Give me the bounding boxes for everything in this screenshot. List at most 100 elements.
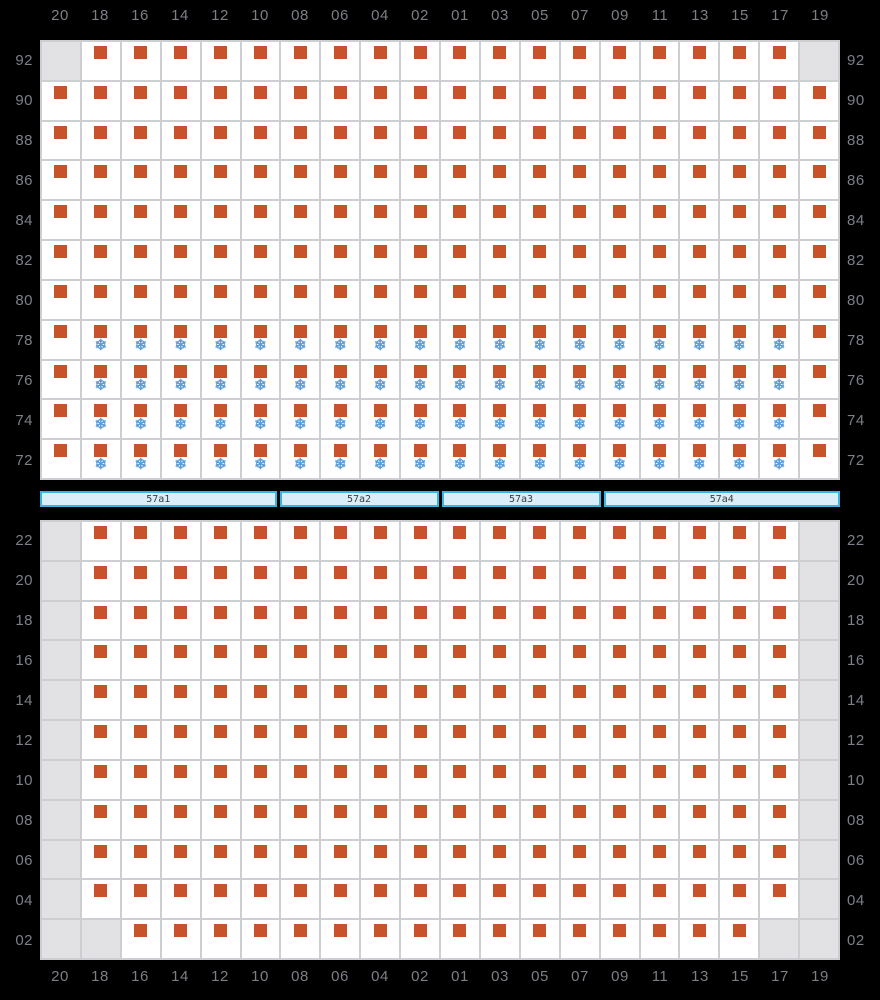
slot-cell[interactable]: ❄ bbox=[321, 440, 360, 478]
slot-cell[interactable] bbox=[441, 760, 479, 799]
slot-cell[interactable] bbox=[321, 800, 360, 839]
slot-cell[interactable] bbox=[680, 641, 719, 680]
slot-cell[interactable] bbox=[201, 681, 240, 720]
slot-cell[interactable] bbox=[361, 201, 400, 240]
slot-cell[interactable] bbox=[600, 800, 639, 839]
slot-cell[interactable] bbox=[401, 201, 439, 240]
slot-cell[interactable] bbox=[800, 440, 838, 478]
slot-cell[interactable] bbox=[321, 681, 360, 720]
slot-cell[interactable]: ❄ bbox=[161, 360, 200, 399]
slot-cell[interactable] bbox=[600, 721, 639, 759]
slot-cell[interactable] bbox=[401, 800, 439, 839]
slot-cell[interactable] bbox=[121, 121, 160, 160]
slot-cell[interactable] bbox=[640, 522, 679, 560]
slot-cell[interactable] bbox=[640, 840, 679, 879]
slot-cell[interactable] bbox=[520, 681, 559, 720]
slot-cell[interactable] bbox=[401, 42, 439, 80]
slot-cell[interactable] bbox=[161, 840, 200, 879]
slot-cell[interactable]: ❄ bbox=[720, 320, 759, 359]
slot-cell[interactable] bbox=[680, 161, 719, 200]
slot-cell[interactable] bbox=[720, 721, 759, 759]
slot-cell[interactable] bbox=[560, 920, 599, 958]
slot-cell[interactable] bbox=[241, 601, 280, 640]
slot-cell[interactable] bbox=[241, 641, 280, 680]
slot-cell[interactable] bbox=[680, 800, 719, 839]
slot-cell[interactable] bbox=[480, 721, 519, 759]
slot-cell[interactable] bbox=[161, 161, 200, 200]
slot-cell[interactable] bbox=[720, 81, 759, 120]
slot-cell[interactable] bbox=[121, 81, 160, 120]
slot-cell[interactable] bbox=[241, 81, 280, 120]
slot-cell[interactable] bbox=[680, 81, 719, 120]
slot-cell[interactable] bbox=[441, 920, 479, 958]
slot-cell[interactable] bbox=[361, 280, 400, 319]
slot-cell[interactable] bbox=[520, 280, 559, 319]
slot-cell[interactable]: ❄ bbox=[201, 320, 240, 359]
slot-cell[interactable]: ❄ bbox=[441, 400, 479, 439]
slot-cell[interactable] bbox=[680, 601, 719, 640]
slot-cell[interactable] bbox=[281, 840, 320, 879]
slot-cell[interactable]: ❄ bbox=[600, 320, 639, 359]
slot-cell[interactable] bbox=[241, 721, 280, 759]
slot-cell[interactable] bbox=[201, 880, 240, 919]
slot-cell[interactable] bbox=[361, 161, 400, 200]
slot-cell[interactable] bbox=[321, 721, 360, 759]
slot-cell[interactable] bbox=[760, 641, 799, 680]
slot-cell[interactable] bbox=[441, 641, 479, 680]
slot-cell[interactable] bbox=[81, 81, 120, 120]
slot-cell[interactable] bbox=[81, 561, 120, 600]
slot-cell[interactable] bbox=[800, 241, 838, 279]
slot-cell[interactable] bbox=[81, 880, 120, 919]
slot-cell[interactable] bbox=[281, 920, 320, 958]
slot-cell[interactable]: ❄ bbox=[241, 400, 280, 439]
slot-cell[interactable] bbox=[560, 721, 599, 759]
slot-cell[interactable] bbox=[520, 641, 559, 680]
slot-cell[interactable] bbox=[201, 121, 240, 160]
slot-cell[interactable] bbox=[121, 880, 160, 919]
slot-cell[interactable] bbox=[480, 760, 519, 799]
slot-cell[interactable] bbox=[480, 840, 519, 879]
slot-cell[interactable] bbox=[441, 800, 479, 839]
slot-cell[interactable] bbox=[42, 201, 80, 240]
slot-cell[interactable] bbox=[760, 760, 799, 799]
slot-cell[interactable] bbox=[42, 81, 80, 120]
slot-cell[interactable] bbox=[760, 280, 799, 319]
slot-cell[interactable] bbox=[281, 641, 320, 680]
slot-cell[interactable] bbox=[560, 601, 599, 640]
slot-cell[interactable] bbox=[760, 601, 799, 640]
slot-cell[interactable]: ❄ bbox=[520, 320, 559, 359]
slot-cell[interactable] bbox=[560, 42, 599, 80]
slot-cell[interactable] bbox=[161, 121, 200, 160]
slot-cell[interactable] bbox=[321, 601, 360, 640]
slot-cell[interactable] bbox=[201, 800, 240, 839]
slot-cell[interactable] bbox=[281, 201, 320, 240]
slot-cell[interactable]: ❄ bbox=[241, 440, 280, 478]
slot-cell[interactable] bbox=[720, 42, 759, 80]
slot-cell[interactable] bbox=[640, 280, 679, 319]
slot-cell[interactable] bbox=[441, 42, 479, 80]
slot-cell[interactable] bbox=[720, 522, 759, 560]
slot-cell[interactable] bbox=[520, 121, 559, 160]
slot-cell[interactable]: ❄ bbox=[81, 400, 120, 439]
slot-cell[interactable] bbox=[760, 121, 799, 160]
slot-cell[interactable] bbox=[480, 561, 519, 600]
slot-cell[interactable] bbox=[600, 760, 639, 799]
slot-cell[interactable] bbox=[161, 880, 200, 919]
slot-cell[interactable] bbox=[401, 840, 439, 879]
slot-cell[interactable] bbox=[600, 641, 639, 680]
slot-cell[interactable] bbox=[720, 161, 759, 200]
slot-cell[interactable] bbox=[161, 201, 200, 240]
slot-cell[interactable] bbox=[640, 42, 679, 80]
slot-cell[interactable] bbox=[321, 561, 360, 600]
slot-cell[interactable] bbox=[600, 241, 639, 279]
slot-cell[interactable] bbox=[42, 280, 80, 319]
slot-cell[interactable] bbox=[640, 641, 679, 680]
slot-cell[interactable] bbox=[520, 201, 559, 240]
slot-cell[interactable] bbox=[42, 320, 80, 359]
slot-cell[interactable] bbox=[321, 641, 360, 680]
slot-cell[interactable] bbox=[81, 121, 120, 160]
slot-cell[interactable] bbox=[241, 280, 280, 319]
slot-cell[interactable] bbox=[121, 561, 160, 600]
slot-cell[interactable] bbox=[800, 320, 838, 359]
slot-cell[interactable] bbox=[201, 241, 240, 279]
